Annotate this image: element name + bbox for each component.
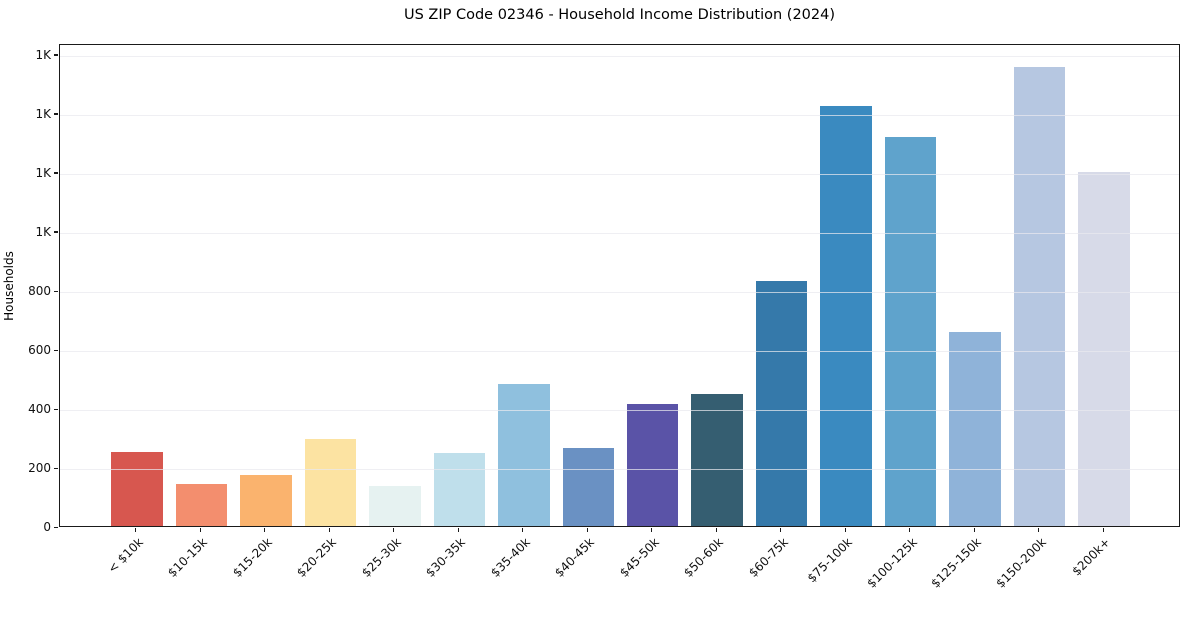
y-tick-label: 1K	[35, 106, 51, 121]
y-tick-mark	[54, 54, 58, 56]
y-tick-mark	[54, 408, 58, 410]
x-tick-mark	[651, 528, 653, 532]
plot-area	[59, 44, 1180, 527]
gridline	[60, 410, 1179, 411]
bar	[691, 394, 743, 526]
y-tick-label: 1K	[35, 224, 51, 239]
x-tick-mark	[844, 528, 846, 532]
x-tick-mark	[328, 528, 330, 532]
gridline	[60, 114, 1179, 116]
bar	[1078, 171, 1130, 526]
bar	[755, 281, 808, 526]
y-tick-label: 1K	[35, 47, 51, 62]
bar	[240, 474, 292, 526]
y-tick-label: 0	[43, 520, 51, 534]
y-tick-label: 400	[28, 402, 51, 416]
y-tick-mark	[54, 231, 58, 233]
chart-title: US ZIP Code 02346 - Household Income Dis…	[403, 7, 836, 23]
y-tick-label: 800	[28, 284, 51, 298]
x-tick-mark	[1102, 528, 1104, 532]
x-tick-mark	[135, 528, 137, 532]
bar	[369, 486, 421, 526]
gridline	[60, 351, 1179, 352]
bar	[433, 453, 486, 526]
bar	[304, 439, 357, 526]
gridline	[60, 232, 1179, 234]
y-tick-mark	[54, 172, 58, 174]
x-tick-mark	[780, 528, 782, 532]
gridline	[60, 292, 1179, 293]
x-tick-mark	[909, 528, 911, 532]
x-tick-mark	[586, 528, 588, 532]
bar	[884, 136, 937, 526]
bar	[1013, 66, 1066, 526]
y-tick-mark	[54, 349, 58, 351]
x-tick-mark	[522, 528, 524, 532]
x-tick-mark	[264, 528, 266, 532]
gridline	[60, 469, 1179, 470]
bar	[562, 447, 615, 526]
y-tick-mark	[54, 113, 58, 115]
x-tick-mark	[393, 528, 395, 532]
bar	[949, 331, 1001, 526]
chart-figure: US ZIP Code 02346 - Household Income Dis…	[2, 7, 1180, 591]
y-tick-mark	[54, 290, 58, 292]
y-tick-label: 600	[28, 343, 51, 357]
bar	[498, 384, 550, 526]
x-tick-mark	[457, 528, 459, 532]
y-tick-label: 200	[28, 461, 51, 475]
y-tick-mark	[54, 526, 58, 528]
x-tick-mark	[715, 528, 717, 532]
y-tick-mark	[54, 467, 58, 469]
bar	[175, 483, 228, 526]
gridline	[60, 55, 1179, 57]
x-tick-mark	[1038, 528, 1040, 532]
x-tick-mark	[199, 528, 201, 532]
bar	[111, 451, 163, 526]
bar	[820, 105, 872, 526]
gridline	[60, 173, 1179, 175]
x-tick-mark	[973, 528, 975, 532]
y-tick-label: 1K	[35, 165, 51, 180]
bar	[626, 403, 679, 526]
